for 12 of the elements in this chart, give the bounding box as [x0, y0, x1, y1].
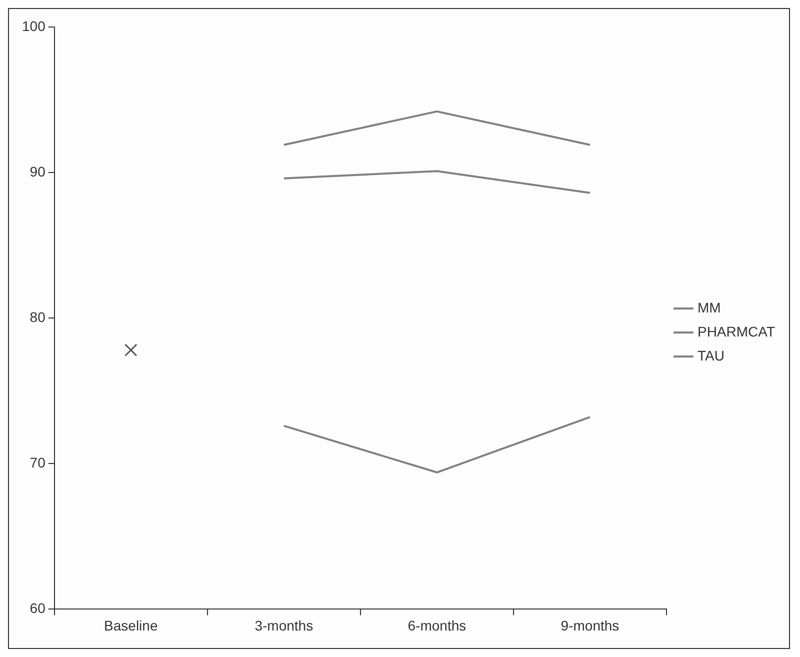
x-tick-label: 6-months: [408, 617, 466, 634]
y-tick-label: 100: [22, 18, 46, 34]
legend-label: TAU: [697, 347, 724, 364]
y-tick-label: 60: [30, 600, 46, 616]
y-tick-label: 80: [30, 308, 46, 325]
x-tick-label: 3-months: [254, 617, 314, 634]
y-tick-label: 90: [30, 163, 46, 180]
y-tick-label: 70: [30, 454, 46, 471]
x-tick-label: Baseline: [104, 617, 158, 634]
legend-label: MM: [697, 299, 721, 316]
legend-label: PHARMCAT: [697, 323, 776, 340]
x-tick-label: 9-months: [560, 617, 620, 634]
